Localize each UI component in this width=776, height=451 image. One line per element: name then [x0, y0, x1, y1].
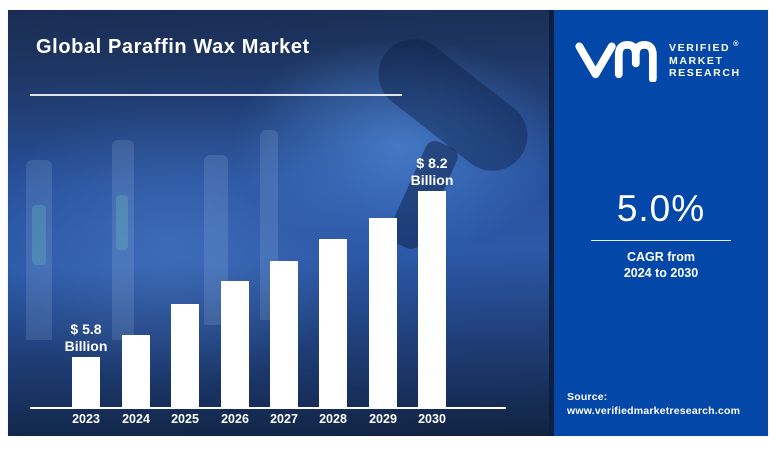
bar-2029 — [369, 218, 397, 409]
cagr-caption-line2: 2024 to 2030 — [623, 265, 699, 280]
source-url: www.verifiedmarketresearch.com — [567, 404, 741, 417]
brand-logo: VERIFIED ® MARKET RESEARCH — [574, 34, 741, 82]
bar-2026 — [221, 281, 249, 409]
chart-panel: Global Paraffin Wax Market 2023 2024 2025 2… — [8, 10, 549, 436]
cagr-block: 5.0% CAGR from 2024 to 2030 — [554, 188, 768, 281]
bar-2024 — [122, 335, 150, 409]
x-axis-line — [30, 407, 506, 409]
x-tick-2030: 2030 — [418, 412, 446, 426]
lab-photo-backdrop — [26, 160, 52, 340]
value-label-2030: $ 8.2 Billion — [410, 155, 454, 188]
cagr-caption-line1: CAGR from — [626, 250, 696, 264]
registered-trademark-icon: ® — [733, 41, 740, 48]
x-tick-2028: 2028 — [319, 412, 347, 426]
lab-photo-backdrop — [116, 195, 128, 250]
lab-photo-backdrop — [32, 205, 46, 265]
market-infographic: Global Paraffin Wax Market 2023 2024 2025 2… — [8, 10, 768, 436]
title-underline — [30, 94, 402, 96]
bar-2030 — [418, 191, 446, 409]
bar-2025 — [171, 304, 199, 409]
brand-word-research: RESEARCH — [669, 67, 741, 79]
chart-title: Global Paraffin Wax Market — [36, 36, 310, 58]
bar-2028 — [319, 239, 347, 409]
source-block: Source: www.verifiedmarketresearch.com — [567, 391, 740, 418]
bar-2023 — [72, 357, 100, 409]
cagr-underline — [591, 240, 731, 241]
x-tick-2027: 2027 — [270, 412, 298, 426]
x-tick-2023: 2023 — [72, 412, 100, 426]
info-panel: VERIFIED ® MARKET RESEARCH 5.0% CAGR from… — [554, 10, 768, 436]
lab-photo-backdrop — [112, 140, 134, 340]
bar-2027 — [270, 261, 298, 409]
cagr-value: 5.0% — [616, 188, 706, 229]
x-tick-2024: 2024 — [122, 412, 150, 426]
brand-wordmark: VERIFIED ® MARKET RESEARCH — [669, 41, 741, 80]
x-tick-2026: 2026 — [221, 412, 249, 426]
vmr-monogram-icon — [575, 40, 657, 82]
x-tick-2025: 2025 — [171, 412, 199, 426]
source-label: Source: — [567, 391, 608, 403]
x-tick-2029: 2029 — [369, 412, 397, 426]
brand-word-market: MARKET — [669, 54, 724, 67]
brand-word-verified: VERIFIED — [669, 42, 731, 54]
value-label-2023: $ 5.8 Billion — [64, 321, 108, 354]
panel-divider — [549, 10, 554, 436]
